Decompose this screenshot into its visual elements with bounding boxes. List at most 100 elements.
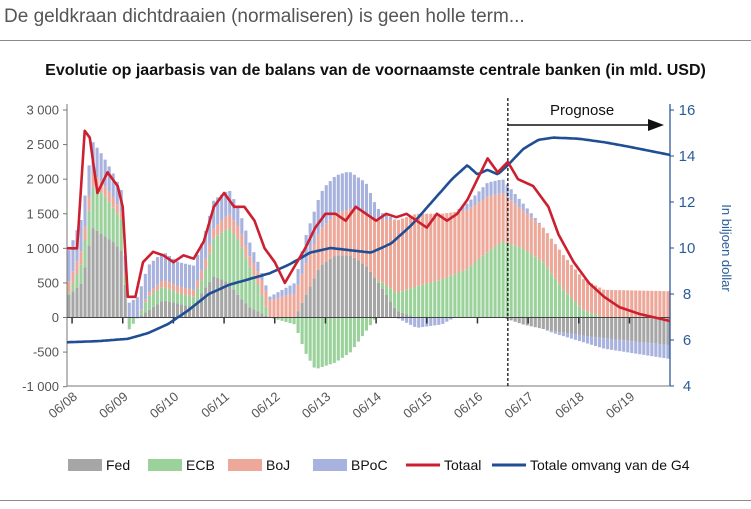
bar-boj — [288, 294, 292, 318]
bar-ecb — [553, 278, 557, 318]
bar-ecb — [75, 273, 79, 288]
bar-bpoc — [590, 336, 594, 345]
bar-bpoc — [642, 342, 646, 355]
bar-boj — [300, 273, 304, 303]
bar-bpoc — [208, 215, 212, 244]
bar-fed — [662, 317, 666, 345]
bar-ecb — [421, 284, 425, 318]
bar-boj — [573, 269, 578, 303]
bar-fed — [409, 315, 413, 318]
bar-fed — [248, 307, 252, 318]
bar-boj — [139, 309, 143, 311]
bar-boj — [457, 211, 461, 273]
bar-boj — [581, 279, 586, 311]
bar-fed — [393, 307, 397, 318]
bar-fed — [240, 299, 244, 318]
bar-ecb — [147, 295, 151, 310]
bar-fed — [626, 317, 630, 341]
bar-fed — [401, 312, 405, 318]
bar-boj — [441, 213, 445, 280]
bar-fed — [123, 284, 127, 318]
bar-fed — [405, 314, 409, 318]
bar-ecb — [228, 228, 232, 284]
bar-bpoc — [501, 179, 505, 194]
bar-boj — [437, 213, 441, 281]
bar-fed — [300, 302, 304, 318]
bar-fed — [525, 317, 529, 326]
bar-ecb — [163, 287, 167, 301]
bar-bpoc — [324, 185, 328, 224]
bar-fed — [549, 317, 553, 331]
bar-fed — [87, 245, 91, 318]
bar-boj — [155, 284, 159, 291]
bar-ecb — [328, 317, 332, 365]
bar-boj — [481, 199, 485, 256]
bar-ecb — [465, 269, 469, 318]
bar-fed — [336, 255, 340, 318]
bar-boj — [103, 186, 107, 197]
bar-boj — [561, 255, 565, 290]
bar-bpoc — [131, 299, 135, 318]
bar-ecb — [561, 289, 565, 318]
bar-boj — [658, 291, 662, 318]
bar-boj — [91, 173, 95, 187]
bar-fed — [95, 230, 99, 318]
bar-fed — [606, 317, 610, 339]
bar-boj — [549, 238, 553, 274]
bar-fed — [610, 317, 614, 340]
bar-fed — [111, 242, 115, 318]
bar-ecb — [393, 291, 397, 308]
bar-boj — [75, 261, 79, 274]
bar-bpoc — [553, 331, 557, 334]
bar-ecb — [594, 314, 598, 318]
bar-bpoc — [634, 341, 638, 354]
bar-boj — [513, 203, 517, 246]
bar-bpoc — [497, 179, 501, 194]
bar-bpoc — [521, 203, 525, 211]
bar-boj — [200, 270, 204, 281]
bar-fed — [220, 279, 224, 318]
bar-boj — [340, 211, 344, 256]
bar-boj — [228, 214, 232, 229]
bar-bpoc — [111, 173, 115, 198]
bar-fed — [308, 286, 312, 318]
bar-bpoc — [107, 166, 111, 192]
y-right-tick-label: 8 — [683, 286, 691, 303]
bar-bpoc — [569, 333, 574, 339]
bar-ecb — [256, 284, 260, 312]
y-right-tick-label: 12 — [679, 194, 696, 211]
bar-ecb — [505, 242, 509, 318]
bar-bpoc — [196, 254, 200, 281]
bar-ecb — [71, 283, 75, 292]
bar-bpoc — [328, 181, 332, 220]
bar-fed — [344, 255, 348, 318]
bar-ecb — [320, 317, 324, 367]
bar-bpoc — [525, 208, 529, 214]
bar-fed — [638, 317, 642, 342]
bar-ecb — [549, 273, 553, 318]
bar-ecb — [280, 317, 284, 321]
bar-bpoc — [606, 338, 610, 350]
bar-boj — [598, 287, 602, 316]
bar-boj — [248, 256, 252, 267]
bar-boj — [413, 214, 417, 288]
bar-fed — [208, 281, 212, 318]
bar-bpoc — [573, 334, 578, 340]
bar-boj — [449, 212, 453, 276]
bar-bpoc — [139, 286, 143, 310]
bar-fed — [569, 317, 574, 334]
bar-boj — [216, 224, 220, 236]
bar-bpoc — [332, 176, 336, 216]
bar-fed — [650, 317, 654, 344]
bar-bpoc — [127, 302, 131, 318]
y-axis-right-label: In biljoen dollar — [719, 204, 734, 292]
bar-boj — [577, 274, 582, 307]
bar-bpoc — [549, 330, 553, 333]
bar-boj — [505, 196, 509, 243]
bar-boj — [509, 200, 513, 245]
bar-bpoc — [417, 317, 421, 328]
bar-boj — [569, 264, 574, 298]
bar-ecb — [248, 266, 252, 308]
legend-label-fed: Fed — [106, 457, 130, 473]
bar-bpoc — [409, 317, 413, 325]
